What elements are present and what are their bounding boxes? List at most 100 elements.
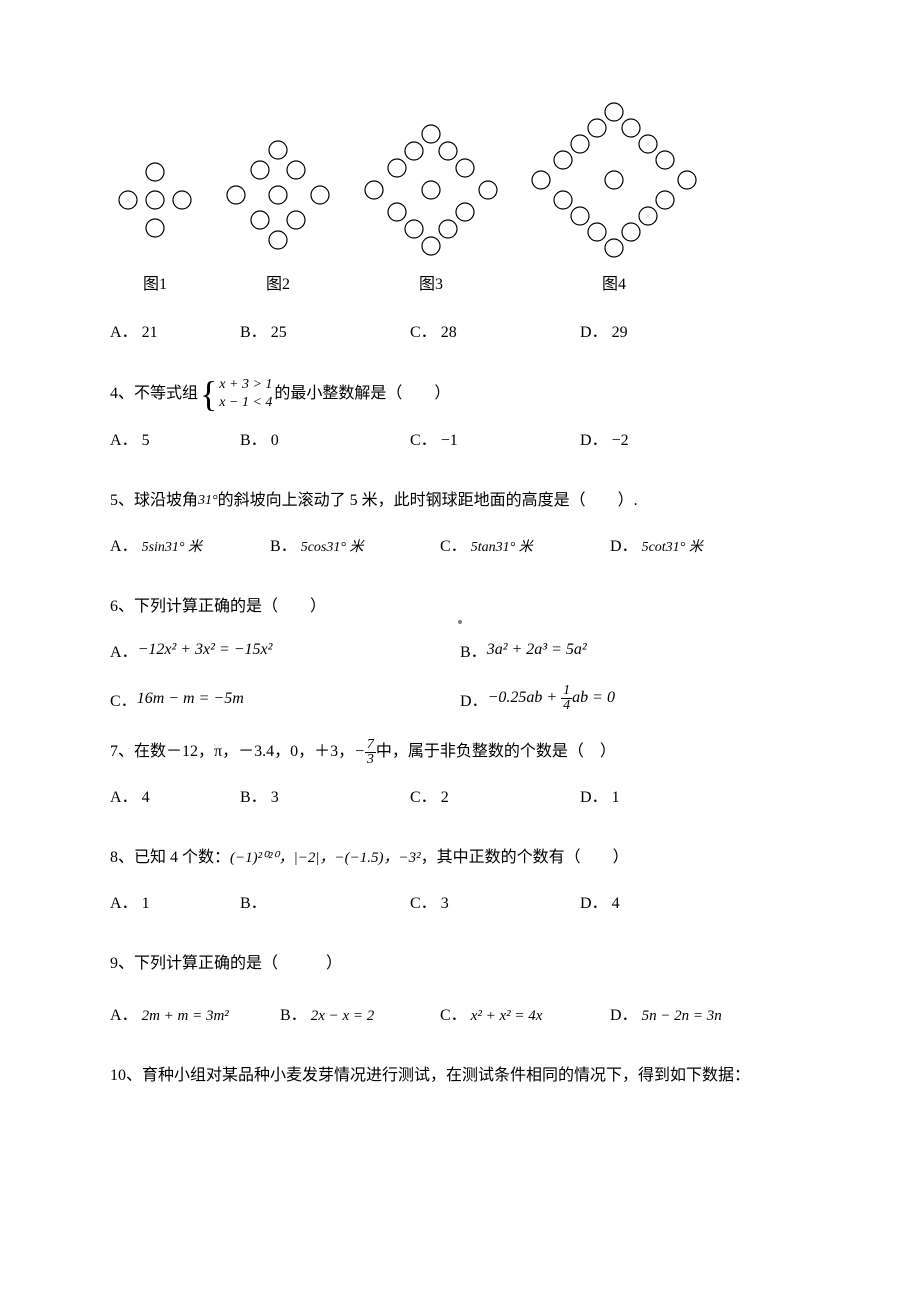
choice-label: C． bbox=[410, 783, 437, 807]
q9-b-text: 2x − x = 2 bbox=[311, 1008, 375, 1025]
choice-label: C． bbox=[410, 318, 437, 342]
choice-label: B． bbox=[240, 889, 267, 913]
brace-icon: { bbox=[200, 376, 217, 412]
choice-label: D． bbox=[580, 783, 608, 807]
choice-label: C． bbox=[440, 532, 467, 556]
choice-label: A． bbox=[110, 318, 138, 342]
q7-choice-a: A． 4 bbox=[110, 783, 240, 807]
figure-1-svg bbox=[110, 130, 200, 260]
frac-den: 3 bbox=[365, 753, 376, 767]
choice-label: D． bbox=[610, 532, 638, 556]
choice-label: D． bbox=[580, 318, 608, 342]
q8-a-text: 1 bbox=[142, 895, 150, 913]
q5-choice-c: C． 5tan31° 米 bbox=[440, 532, 610, 556]
choice-label: C． bbox=[410, 426, 437, 450]
choice-label: C． bbox=[440, 1001, 467, 1025]
choice-label: A． bbox=[110, 783, 138, 807]
figures-row: 图1 图2 bbox=[110, 100, 810, 294]
q8-choice-a: A． 1 bbox=[110, 889, 240, 913]
q5-choices: A． 5sin31° 米 B． 5cos31° 米 C． 5tan31° 米 D… bbox=[110, 532, 810, 556]
q9-choices: A． 2m + m = 3m² B． 2x − x = 2 C． x² + x²… bbox=[110, 1001, 810, 1025]
frac-den: 4 bbox=[561, 699, 572, 713]
q4-suffix: 的最小整数解是（ ） bbox=[274, 377, 450, 411]
question-9: 9、下列计算正确的是（ ） bbox=[110, 947, 810, 981]
q7-b-text: 3 bbox=[271, 789, 279, 807]
q9-d-text: 5n − 2n = 3n bbox=[642, 1008, 722, 1025]
q9-choice-b: B． 2x − x = 2 bbox=[280, 1001, 440, 1025]
question-7: 7、在数－12，π，－3.4，0，＋3， − 7 3 中，属于非负整数的个数是（… bbox=[110, 735, 810, 769]
q4-choices: A． 5 B． 0 C． −1 D． −2 bbox=[110, 426, 810, 450]
q6-choice-c: C． 16m − m = −5m bbox=[110, 684, 460, 713]
q5-after: 的斜坡向上滚动了 5 米，此时钢球距地面的高度是（ ）. bbox=[218, 484, 638, 518]
q9-choice-a: A． 2m + m = 3m² bbox=[110, 1001, 280, 1025]
q3-b-text: 25 bbox=[271, 324, 287, 342]
q5-b-text: 5cos31° 米 bbox=[301, 536, 364, 556]
figure-1-label: 图1 bbox=[143, 270, 167, 294]
q4-choice-a: A． 5 bbox=[110, 426, 240, 450]
q7-choices: A． 4 B． 3 C． 2 D． 1 bbox=[110, 783, 810, 807]
figure-4-label: 图4 bbox=[602, 270, 626, 294]
choice-label: D． bbox=[580, 426, 608, 450]
choice-label: C． bbox=[410, 889, 437, 913]
q7-frac: 7 3 bbox=[365, 738, 376, 767]
q6-b-text: 3a² + 2a³ = 5a² bbox=[487, 641, 587, 659]
q5-angle: 31° bbox=[198, 484, 218, 518]
q9-stem: 9、下列计算正确的是（ ） bbox=[110, 955, 342, 972]
q3-d-text: 29 bbox=[612, 324, 628, 342]
q3-a-text: 21 bbox=[142, 324, 158, 342]
choice-label: B． bbox=[240, 426, 267, 450]
choice-label: B． bbox=[280, 1001, 307, 1025]
choice-label: B． bbox=[240, 783, 267, 807]
q8-terms: (−1)²⁰²⁰，|−2|，−(−1.5)，−3² bbox=[230, 841, 421, 875]
q6-d-post: ab = 0 bbox=[572, 689, 615, 706]
q5-choice-a: A． 5sin31° 米 bbox=[110, 532, 270, 556]
q8-choice-d: D． 4 bbox=[580, 889, 700, 913]
q6-d-pre: −0.25ab + bbox=[488, 689, 562, 706]
q6-choice-a: A． −12x² + 3x² = −15x² bbox=[110, 638, 460, 662]
q8-choices: A． 1 B． C． 3 D． 4 bbox=[110, 889, 810, 913]
q3-c-text: 28 bbox=[441, 324, 457, 342]
q4-choice-b: B． 0 bbox=[240, 426, 410, 450]
q7-choice-b: B． 3 bbox=[240, 783, 410, 807]
q3-choice-c: C． 28 bbox=[410, 318, 580, 342]
q4-a-text: 5 bbox=[142, 432, 150, 450]
q4-b-text: 0 bbox=[271, 432, 279, 450]
q4-d-text: −2 bbox=[612, 432, 629, 450]
center-dot-icon bbox=[458, 620, 462, 624]
choice-label: B． bbox=[270, 532, 297, 556]
figure-3-label: 图3 bbox=[419, 270, 443, 294]
choice-label: B． bbox=[240, 318, 267, 342]
q7-before: 7、在数－12，π，－3.4，0，＋3， bbox=[110, 735, 354, 769]
q6-a-text: −12x² + 3x² = −15x² bbox=[138, 641, 273, 659]
choice-label: A． bbox=[110, 889, 138, 913]
q6-stem: 6、下列计算正确的是（ ） bbox=[110, 598, 326, 615]
q6-choice-b: B． 3a² + 2a³ = 5a² bbox=[460, 638, 810, 662]
q5-before: 5、球沿坡角 bbox=[110, 484, 198, 518]
question-5: 5、球沿坡角 31° 的斜坡向上滚动了 5 米，此时钢球距地面的高度是（ ）. bbox=[110, 484, 810, 518]
q3-choice-b: B． 25 bbox=[240, 318, 410, 342]
q3-choices: A． 21 B． 25 C． 28 D． 29 bbox=[110, 318, 810, 342]
q8-before: 8、已知 4 个数： bbox=[110, 841, 230, 875]
frac-num: 7 bbox=[365, 738, 376, 753]
q4-c-text: −1 bbox=[441, 432, 458, 450]
q7-choice-d: D． 1 bbox=[580, 783, 700, 807]
choice-label: B． bbox=[460, 638, 487, 662]
q7-a-text: 4 bbox=[142, 789, 150, 807]
q9-choice-d: D． 5n − 2n = 3n bbox=[610, 1001, 760, 1025]
q6-d-text: −0.25ab + 14ab = 0 bbox=[488, 684, 615, 713]
figure-1: 图1 bbox=[110, 130, 200, 294]
q4-prefix: 4、不等式组 bbox=[110, 377, 198, 411]
choice-label: D． bbox=[610, 1001, 638, 1025]
frac-num: 1 bbox=[561, 684, 572, 699]
question-6: 6、下列计算正确的是（ ） bbox=[110, 590, 810, 624]
q4-system-bot: x − 1 < 4 bbox=[219, 394, 272, 412]
q6-d-frac: 14 bbox=[561, 684, 572, 713]
figure-3-svg bbox=[356, 120, 506, 260]
q8-c-text: 3 bbox=[441, 895, 449, 913]
question-8: 8、已知 4 个数： (−1)²⁰²⁰，|−2|，−(−1.5)，−3² ，其中… bbox=[110, 841, 810, 875]
choice-label: A． bbox=[110, 1001, 138, 1025]
q3-choice-d: D． 29 bbox=[580, 318, 700, 342]
figure-2-label: 图2 bbox=[266, 270, 290, 294]
q7-c-text: 2 bbox=[441, 789, 449, 807]
q9-choice-c: C． x² + x² = 4x bbox=[440, 1001, 610, 1025]
